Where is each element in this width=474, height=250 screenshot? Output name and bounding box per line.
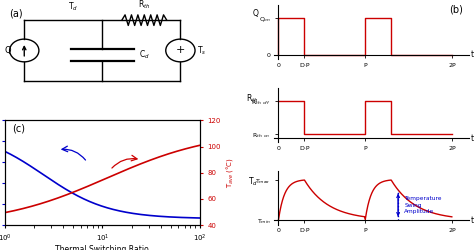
- Text: +: +: [176, 46, 185, 56]
- Text: T$_s$: T$_s$: [197, 44, 206, 57]
- X-axis label: Thermal Switching Ratio: Thermal Switching Ratio: [55, 245, 149, 250]
- Text: R$_{th}$: R$_{th}$: [138, 0, 151, 11]
- Text: Temperature
Swing
Amplitude: Temperature Swing Amplitude: [404, 196, 442, 214]
- Text: C$_d$: C$_d$: [139, 49, 150, 61]
- Text: (a): (a): [9, 8, 22, 18]
- Text: (c): (c): [12, 124, 26, 134]
- Text: t: t: [471, 50, 474, 59]
- Text: t: t: [471, 134, 474, 143]
- Text: (b): (b): [449, 5, 464, 15]
- Text: T$_d$: T$_d$: [248, 175, 258, 188]
- Text: Q: Q: [4, 46, 11, 55]
- Text: t: t: [471, 216, 474, 224]
- Text: R$_{th}$: R$_{th}$: [246, 92, 258, 105]
- Y-axis label: T$_{ave}$ (°C): T$_{ave}$ (°C): [224, 157, 235, 188]
- Text: Q: Q: [253, 9, 258, 18]
- Text: T$_d$: T$_d$: [68, 1, 78, 13]
